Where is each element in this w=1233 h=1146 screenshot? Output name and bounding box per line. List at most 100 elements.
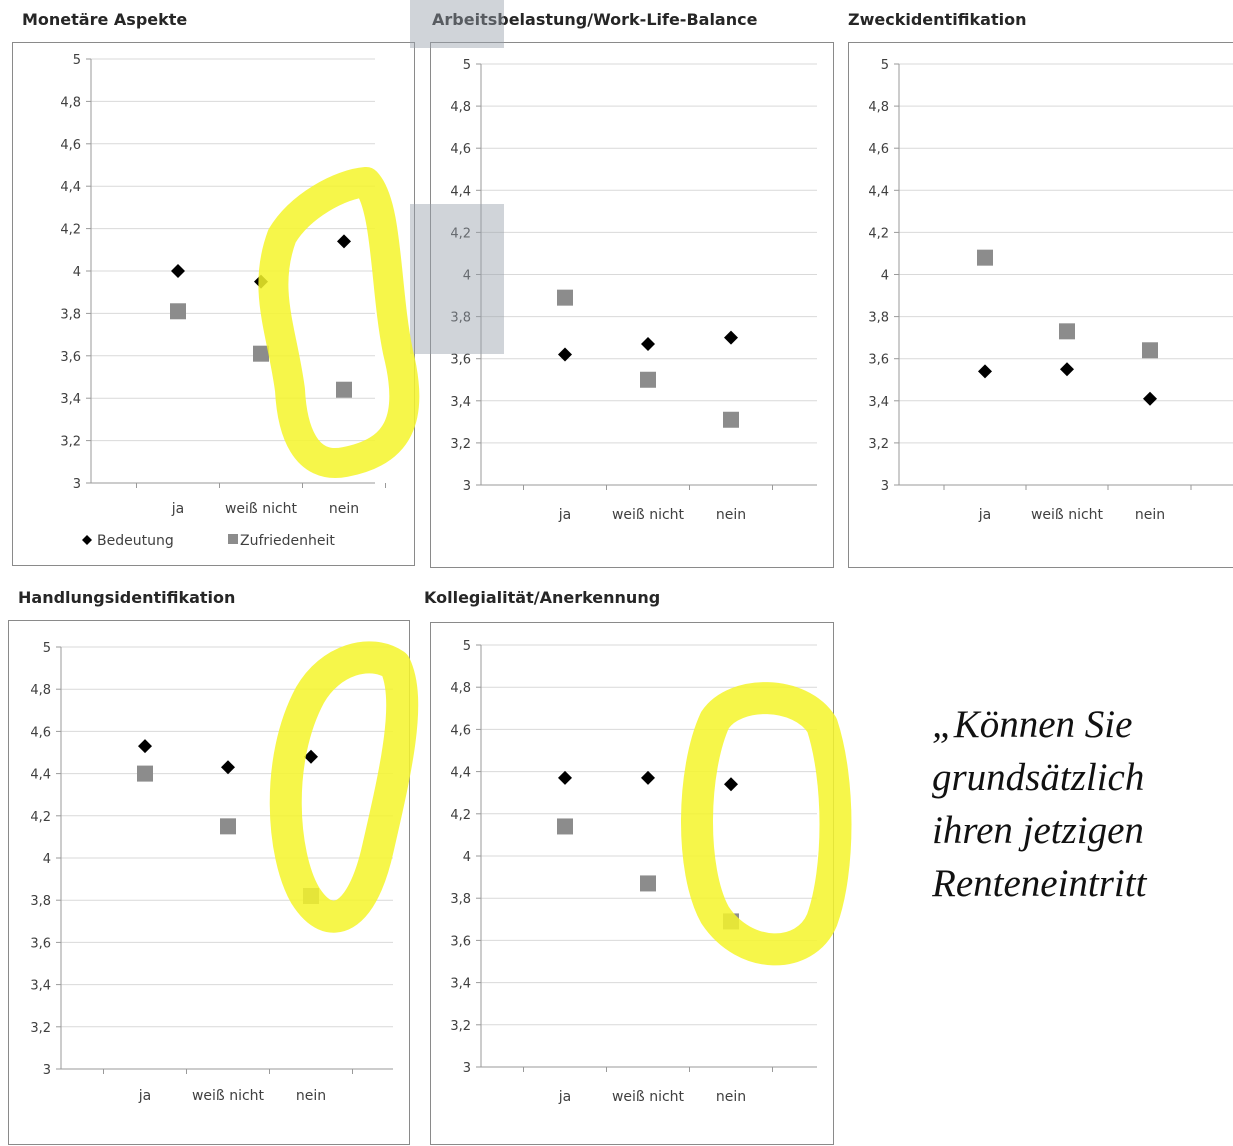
- y-tick-label: 3,8: [450, 311, 471, 326]
- zufriedenheit-point: [723, 411, 739, 428]
- bedeutung-point: [724, 330, 738, 345]
- y-tick-label: 5: [463, 58, 471, 73]
- x-tick-label: weiß nicht: [225, 501, 298, 517]
- y-tick-label: 5: [73, 53, 81, 68]
- x-tick-label: weiß nicht: [1031, 507, 1104, 523]
- y-tick-label: 4,8: [868, 100, 889, 115]
- y-tick-label: 4: [43, 852, 51, 867]
- scatter-chart-zweckidentifikation: 5 4,8 4,6 4,4 4,2 4 3,8 3,6 3,4 3,2 3 ja weiß nicht n…: [868, 58, 1233, 523]
- x-tick-label: ja: [138, 1088, 151, 1104]
- y-tick-label: 4,2: [868, 226, 889, 241]
- y-tick-label: 4,2: [60, 223, 81, 238]
- chart-panel-handlungsidentifikation: 5 4,8 4,6 4,4 4,2 4 3,8 3,6 3,4 3,2 3 ja weiß nicht n…: [8, 620, 410, 1145]
- x-tick-label: ja: [978, 507, 991, 523]
- legend-zufriedenheit-label: Zufriedenheit: [240, 533, 335, 549]
- y-tick-label: 3: [463, 479, 471, 494]
- bedeutung-point: [254, 274, 268, 289]
- legend-zufriedenheit-marker: [228, 534, 238, 544]
- chart-title-zweckidentifikation: Zweckidentifikation: [848, 10, 1027, 29]
- chart-title-arbeitsbelastung: Arbeitsbelastung/Work-Life-Balance: [432, 10, 758, 29]
- y-tick-label: 4,8: [30, 683, 51, 698]
- y-tick-label: 4,4: [868, 184, 889, 199]
- x-tick-label: ja: [558, 1089, 571, 1105]
- y-tick-label: 3,4: [450, 977, 471, 992]
- bedeutung-point: [978, 364, 992, 379]
- y-tick-label: 4,6: [30, 725, 51, 740]
- y-tick-label: 3,4: [30, 979, 51, 994]
- y-tick-label: 3: [881, 479, 889, 494]
- x-tick-label: nein: [296, 1088, 326, 1104]
- y-tick-label: 3,8: [60, 307, 81, 322]
- y-tick-label: 3,6: [60, 350, 81, 365]
- y-tick-label: 3,4: [60, 392, 81, 407]
- zufriedenheit-point: [220, 818, 236, 835]
- y-tick-label: 4: [463, 850, 471, 865]
- y-tick-label: 3: [43, 1063, 51, 1078]
- bedeutung-point: [1060, 362, 1074, 377]
- x-tick-label: nein: [329, 501, 359, 517]
- x-tick-label: nein: [716, 507, 746, 523]
- bedeutung-point: [558, 347, 572, 362]
- scatter-chart-handlungsidentifikation: 5 4,8 4,6 4,4 4,2 4 3,8 3,6 3,4 3,2 3 ja weiß nicht n…: [30, 641, 393, 1104]
- chart-title-monetaere-aspekte: Monetäre Aspekte: [22, 10, 188, 29]
- y-tick-label: 5: [881, 58, 889, 73]
- x-tick-label: weiß nicht: [612, 507, 685, 523]
- y-tick-label: 3,2: [450, 1019, 471, 1034]
- x-tick-label: weiß nicht: [612, 1089, 685, 1105]
- y-tick-label: 4: [463, 269, 471, 284]
- y-tick-label: 4,8: [450, 100, 471, 115]
- zufriedenheit-point: [336, 381, 352, 398]
- legend-bedeutung-marker: [82, 535, 92, 545]
- chart-panel-zweckidentifikation: 5 4,8 4,6 4,4 4,2 4 3,8 3,6 3,4 3,2 3 ja weiß nicht n…: [848, 42, 1233, 568]
- selection-shade-middle: [410, 204, 504, 354]
- y-tick-label: 4,4: [450, 766, 471, 781]
- y-tick-label: 4,6: [60, 138, 81, 153]
- bedeutung-point: [641, 770, 655, 785]
- chart-panel-monetaere-aspekte: 5 4,8 4,6 4,4 4,2 4 3,8 3,6 3,4 3,2 3 ja weiß nicht n…: [12, 42, 415, 566]
- y-tick-label: 4,2: [450, 808, 471, 823]
- caption-line-2: grundsätzlich: [932, 756, 1145, 799]
- y-tick-label: 5: [43, 641, 51, 656]
- scatter-chart-monetaere-aspekte: 5 4,8 4,6 4,4 4,2 4 3,8 3,6 3,4 3,2 3 ja weiß nicht n…: [60, 53, 386, 549]
- zufriedenheit-point: [303, 887, 319, 904]
- scatter-chart-arbeitsbelastung: 5 4,8 4,6 4,4 4,2 4 3,8 3,6 3,4 3,2 3 ja weiß nicht n…: [450, 58, 817, 523]
- y-tick-label: 3,6: [450, 353, 471, 368]
- x-tick-label: weiß nicht: [192, 1088, 265, 1104]
- bedeutung-point: [641, 336, 655, 351]
- y-tick-label: 3,4: [450, 395, 471, 410]
- y-tick-label: 4,4: [450, 184, 471, 199]
- scatter-chart-kollegialitaet: 5 4,8 4,6 4,4 4,2 4 3,8 3,6 3,4 3,2 3 ja weiß nicht n…: [450, 639, 817, 1105]
- bedeutung-point: [337, 234, 351, 249]
- bedeutung-point: [558, 770, 572, 785]
- y-tick-label: 3,8: [30, 894, 51, 909]
- y-tick-label: 3,8: [450, 892, 471, 907]
- y-tick-label: 4,8: [450, 681, 471, 696]
- y-tick-label: 4,6: [450, 723, 471, 738]
- bedeutung-point: [724, 777, 738, 792]
- y-tick-label: 3: [73, 477, 81, 492]
- caption-line-1: „Können Sie: [932, 703, 1133, 746]
- legend-bedeutung-label: Bedeutung: [97, 533, 174, 549]
- y-tick-label: 3,2: [30, 1021, 51, 1036]
- chart-panel-kollegialitaet: 5 4,8 4,6 4,4 4,2 4 3,8 3,6 3,4 3,2 3 ja weiß nicht n…: [430, 622, 834, 1145]
- y-tick-label: 4,8: [60, 95, 81, 110]
- y-tick-label: 3,4: [868, 395, 889, 410]
- y-tick-label: 3,2: [60, 435, 81, 450]
- bedeutung-point: [171, 264, 185, 278]
- zufriedenheit-point: [977, 249, 993, 266]
- y-tick-label: 3,6: [450, 934, 471, 949]
- selection-shade-top: [410, 0, 504, 48]
- caption-line-3: ihren jetzigen: [932, 809, 1144, 852]
- y-tick-label: 3,2: [868, 437, 889, 452]
- zufriedenheit-point: [1059, 323, 1075, 340]
- y-tick-label: 3,6: [868, 353, 889, 368]
- zufriedenheit-point: [557, 289, 573, 306]
- chart-panel-arbeitsbelastung: 5 4,8 4,6 4,4 4,2 4 3,8 3,6 3,4 3,2 3 ja weiß nicht n…: [430, 42, 834, 568]
- x-tick-label: ja: [171, 501, 184, 517]
- bedeutung-point: [1143, 391, 1157, 406]
- y-tick-label: 4,2: [450, 226, 471, 241]
- zufriedenheit-point: [1142, 342, 1158, 359]
- zufriedenheit-point: [253, 345, 269, 362]
- y-tick-label: 3,6: [30, 936, 51, 951]
- zufriedenheit-point: [557, 818, 573, 835]
